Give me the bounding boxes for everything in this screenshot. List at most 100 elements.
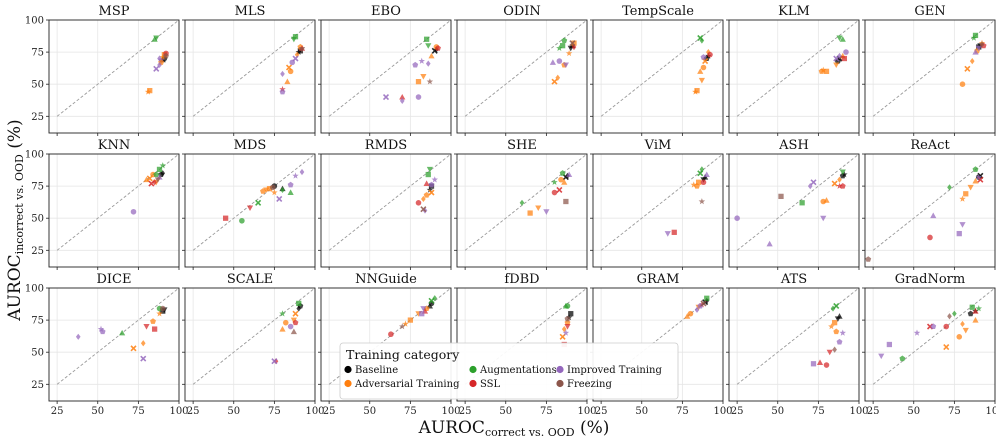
data-point-baseline: [160, 170, 166, 177]
panel-frame: [592, 19, 724, 134]
x-tick-label: 100: [849, 406, 868, 417]
data-point-adversarial: [833, 62, 840, 69]
data-point-baseline: [426, 186, 434, 193]
data-point-improved: [878, 353, 885, 360]
data-point-ssl: [415, 200, 422, 206]
legend-label-ssl: SSL: [480, 379, 501, 390]
panel-scale: 25 50 75 100 SCALE: [182, 272, 325, 417]
panel-odin: ODIN: [454, 4, 588, 136]
data-point-adversarial: [535, 205, 542, 212]
x-axis-label: AUROCcorrect vs. OOD (%): [418, 418, 610, 439]
data-point-freezing: [979, 41, 985, 48]
panel-gen: GEN: [862, 4, 996, 136]
diagonal-line: [736, 287, 860, 385]
data-point-ssl: [700, 179, 707, 186]
panel-frame: [320, 19, 452, 134]
x-tick-label: 25: [459, 406, 472, 417]
diagonal-line: [464, 153, 588, 251]
data-point-augmentations: [556, 44, 563, 52]
data-point-augmentations: [159, 162, 166, 169]
y-tick-label: 100: [25, 150, 44, 161]
data-point-augmentations: [559, 43, 566, 49]
data-point-adversarial: [818, 68, 825, 74]
legend-label-improved: Improved Training: [567, 365, 662, 376]
panel-title: KNN: [98, 138, 130, 153]
data-point-adversarial: [960, 320, 965, 328]
data-point-improved: [700, 54, 707, 60]
data-point-adversarial: [972, 317, 979, 323]
data-point-augmentations: [839, 36, 846, 42]
y-tick-label: 25: [31, 246, 44, 257]
data-point-adversarial: [421, 195, 426, 203]
data-point-improved: [382, 93, 390, 101]
data-point-freezing: [698, 198, 706, 205]
panel-title: NNGuide: [355, 272, 417, 287]
panel-tempscale: TempScale: [590, 4, 724, 136]
data-point-augmentations: [972, 32, 979, 39]
data-point-improved: [157, 61, 162, 69]
data-point-adversarial: [943, 344, 950, 351]
data-point-ssl: [246, 205, 254, 212]
x-tick-label: 50: [635, 406, 648, 417]
data-point-ssl: [671, 229, 677, 235]
y-tick-label: 75: [31, 182, 44, 193]
legend: Training category Baseline Adversarial Tra…: [339, 342, 679, 400]
x-tick-label: 100: [713, 406, 732, 417]
panel-background: [185, 288, 315, 401]
data-point-adversarial: [969, 57, 975, 65]
data-point-augmentations: [119, 329, 126, 336]
x-tick-label: 50: [907, 406, 920, 417]
diagonal-line: [192, 153, 316, 251]
panel-gradnorm: 25 50 75 100 GradNorm: [862, 272, 996, 417]
data-point-adversarial: [561, 179, 568, 185]
diagonal-line: [872, 19, 996, 117]
data-point-ssl: [839, 183, 846, 189]
y-tick-label: 25: [31, 112, 44, 123]
data-point-adversarial: [527, 210, 533, 216]
x-tick-label: 100: [441, 406, 460, 417]
y-tick-label: 75: [31, 316, 44, 327]
y-tick-label: 50: [31, 348, 44, 359]
data-point-augmentations: [799, 200, 805, 206]
panel-title: GradNorm: [895, 272, 965, 287]
data-point-ssl: [388, 331, 394, 338]
panel-rmds: RMDS: [318, 138, 452, 270]
data-point-improved: [279, 88, 286, 95]
diagonal-line: [56, 153, 180, 251]
data-point-adversarial: [279, 325, 286, 332]
panel-title: EBO: [371, 4, 401, 19]
data-point-improved: [959, 222, 966, 228]
data-point-ssl: [148, 180, 155, 187]
data-point-adversarial: [558, 176, 564, 183]
panel-react: ReAct: [862, 138, 996, 270]
data-point-improved: [975, 45, 982, 52]
panel-title: ViM: [644, 138, 672, 153]
data-point-augmentations: [287, 189, 294, 196]
data-point-ssl: [151, 326, 158, 332]
data-point-improved: [99, 328, 106, 335]
panel-mls: MLS: [182, 4, 316, 136]
diagonal-line: [56, 287, 180, 385]
y-tick-label: 50: [31, 214, 44, 225]
data-point-improved: [287, 181, 294, 188]
data-point-improved: [418, 57, 425, 64]
data-point-augmentations: [972, 166, 979, 172]
data-point-adversarial: [823, 197, 830, 203]
data-point-augmentations: [279, 310, 286, 317]
data-point-improved: [271, 358, 278, 365]
panel-frame: [864, 287, 996, 402]
data-point-ssl: [943, 323, 950, 330]
data-point-ssl: [399, 93, 406, 100]
data-point-ssl: [826, 349, 833, 356]
data-point-adversarial: [420, 74, 427, 80]
panel-title: MLS: [235, 4, 266, 19]
legend-marker-adversarial: [344, 379, 352, 388]
y-tick-label: 100: [25, 284, 44, 295]
data-point-freezing: [569, 40, 576, 47]
legend-marker-baseline: [344, 365, 352, 374]
data-point-adversarial: [415, 79, 422, 85]
data-point-adversarial: [692, 88, 699, 95]
x-tick-label: 25: [731, 406, 744, 417]
data-point-adversarial: [964, 65, 971, 72]
data-point-improved: [299, 168, 305, 176]
